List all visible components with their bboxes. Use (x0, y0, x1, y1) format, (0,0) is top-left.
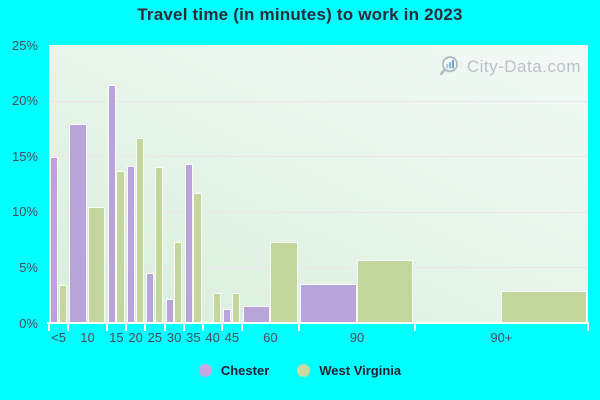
x-axis-label-90+: 90+ (490, 330, 513, 345)
y-axis-label-0%: 0% (19, 315, 38, 331)
bar-west-virginia-40 (212, 292, 221, 323)
x-axis-label-20: 20 (128, 330, 143, 345)
bar-chester-<5 (50, 157, 59, 323)
bar-chester-30 (165, 298, 174, 323)
y-axis-label-10%: 10% (11, 204, 38, 220)
x-axis-tick (298, 323, 301, 331)
city-data-logo-icon (439, 56, 458, 76)
legend-dot-icon (198, 364, 212, 377)
bar-chester-45 (223, 308, 232, 323)
bar-west-virginia-25 (154, 167, 163, 323)
bar-west-virginia-45 (231, 292, 240, 323)
x-axis-label-25: 25 (147, 330, 163, 345)
bar-west-virginia-60 (270, 241, 298, 323)
legend-dot-icon (297, 364, 311, 377)
bar-chester-20 (127, 166, 136, 323)
watermark: City-Data.com (439, 54, 581, 79)
x-axis-tick (67, 323, 70, 331)
x-axis-tick (240, 323, 243, 331)
x-axis-label-60: 60 (263, 330, 278, 345)
y-axis-label-25%: 25% (11, 37, 38, 53)
bar-chester-35 (184, 163, 193, 323)
x-axis-tick (163, 323, 166, 331)
x-axis-tick (182, 323, 185, 331)
bar-west-virginia-10 (87, 207, 106, 323)
x-axis-label-<5: <5 (51, 330, 67, 345)
y-axis-label-15%: 15% (11, 148, 38, 164)
x-axis-tick (125, 323, 127, 331)
bar-chester-90 (300, 284, 357, 323)
bar-west-virginia-90 (357, 259, 414, 323)
x-axis-tick (48, 323, 50, 331)
x-axis-label-45: 45 (224, 330, 240, 345)
plot-area: City-Data.com (49, 45, 588, 323)
bar-west-virginia-15 (116, 170, 125, 323)
bar-west-virginia-30 (174, 241, 183, 323)
gridline-20pct (49, 100, 588, 102)
bar-chester-60 (242, 306, 270, 323)
x-axis-label-40: 40 (205, 330, 220, 345)
bar-chester-10 (69, 123, 87, 323)
gridline-15pct (49, 156, 588, 158)
x-axis-label-15: 15 (109, 330, 124, 345)
bar-west-virginia-90+ (501, 290, 587, 323)
x-axis-line (47, 321, 589, 324)
bar-west-virginia-35 (193, 192, 202, 323)
y-axis-label-20%: 20% (11, 93, 38, 109)
x-axis-tick (105, 323, 108, 331)
x-axis-label-90: 90 (349, 330, 365, 345)
x-axis-label-10: 10 (80, 330, 95, 345)
x-axis-tick (202, 323, 204, 331)
legend-item-west-virginia: West Virginia (297, 363, 401, 378)
bar-west-virginia-20 (135, 138, 144, 323)
legend-item-chester: Chester (198, 363, 270, 378)
gridline-5pct (49, 267, 588, 269)
x-axis-tick (221, 323, 224, 331)
gridline-10pct (49, 211, 588, 213)
x-axis-label-35: 35 (186, 330, 201, 345)
bar-chester-25 (146, 272, 155, 323)
watermark-text: City-Data.com (466, 56, 581, 76)
x-axis-tick (413, 323, 416, 331)
x-axis-tick (587, 323, 589, 331)
x-axis-tick (144, 323, 147, 331)
chart-title: Travel time (in minutes) to work in 2023 (137, 5, 463, 24)
bar-west-virginia-<5 (58, 285, 67, 323)
legend-label: Chester (220, 363, 270, 378)
y-axis-label-5%: 5% (19, 259, 38, 275)
legend-label: West Virginia (319, 363, 402, 378)
bar-chester-15 (107, 85, 116, 323)
x-axis-label-30: 30 (166, 330, 182, 345)
legend: Chester West Virginia (0, 363, 600, 378)
